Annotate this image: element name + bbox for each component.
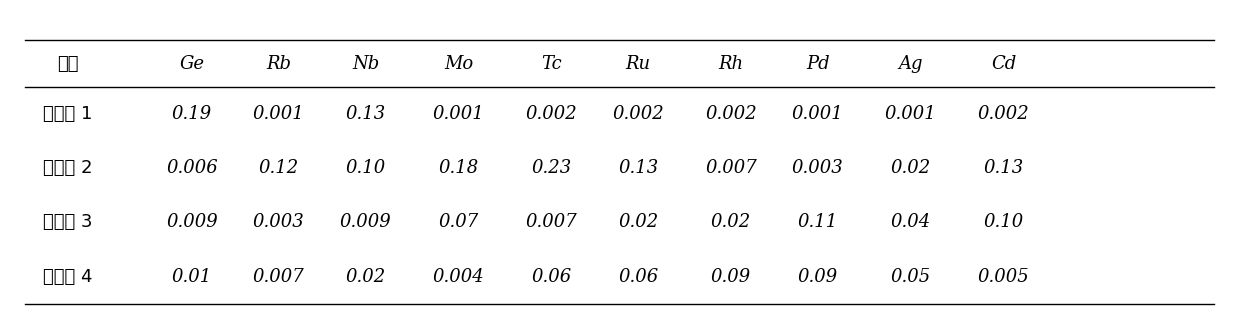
- Text: 0.18: 0.18: [439, 159, 478, 177]
- Text: 0.04: 0.04: [891, 213, 930, 232]
- Text: Nb: Nb: [352, 55, 379, 73]
- Text: 0.007: 0.007: [705, 159, 757, 177]
- Text: 0.009: 0.009: [339, 213, 392, 232]
- Text: 0.10: 0.10: [984, 213, 1023, 232]
- Text: 0.002: 0.002: [612, 105, 664, 123]
- Text: 0.13: 0.13: [618, 159, 658, 177]
- Text: 实施例 3: 实施例 3: [43, 213, 93, 232]
- Text: Tc: Tc: [541, 55, 561, 73]
- Text: Rh: Rh: [719, 55, 743, 73]
- Text: 实施例 1: 实施例 1: [43, 105, 93, 123]
- Text: 0.10: 0.10: [346, 159, 385, 177]
- Text: 0.19: 0.19: [172, 105, 212, 123]
- Text: 0.13: 0.13: [984, 159, 1023, 177]
- Text: 0.01: 0.01: [172, 268, 212, 286]
- Text: 0.002: 0.002: [525, 105, 577, 123]
- Text: 0.07: 0.07: [439, 213, 478, 232]
- Text: 0.007: 0.007: [525, 213, 577, 232]
- Text: Pd: Pd: [805, 55, 830, 73]
- Text: 0.003: 0.003: [792, 159, 844, 177]
- Text: 0.23: 0.23: [532, 159, 571, 177]
- Text: 实施例 2: 实施例 2: [43, 159, 93, 177]
- Text: 0.001: 0.001: [432, 105, 484, 123]
- Text: 0.06: 0.06: [618, 268, 658, 286]
- Text: Rb: Rb: [266, 55, 291, 73]
- Text: 0.09: 0.09: [711, 268, 751, 286]
- Text: 0.13: 0.13: [346, 105, 385, 123]
- Text: 0.02: 0.02: [618, 213, 658, 232]
- Text: 0.001: 0.001: [253, 105, 305, 123]
- Text: 实施例 4: 实施例 4: [43, 268, 93, 286]
- Text: 0.11: 0.11: [798, 213, 838, 232]
- Text: Cd: Cd: [991, 55, 1016, 73]
- Text: Ag: Ag: [898, 55, 923, 73]
- Text: 0.005: 0.005: [978, 268, 1030, 286]
- Text: Ge: Ge: [180, 55, 204, 73]
- Text: 0.02: 0.02: [891, 159, 930, 177]
- Text: 0.09: 0.09: [798, 268, 838, 286]
- Text: 0.02: 0.02: [711, 213, 751, 232]
- Text: 0.007: 0.007: [253, 268, 305, 286]
- Text: 0.001: 0.001: [792, 105, 844, 123]
- Text: 0.002: 0.002: [705, 105, 757, 123]
- Text: 0.001: 0.001: [885, 105, 937, 123]
- Text: 0.05: 0.05: [891, 268, 930, 286]
- Text: 0.002: 0.002: [978, 105, 1030, 123]
- Text: 0.003: 0.003: [253, 213, 305, 232]
- Text: Mo: Mo: [444, 55, 473, 73]
- Text: 组别: 组别: [57, 55, 79, 73]
- Text: Ru: Ru: [626, 55, 650, 73]
- Text: 0.02: 0.02: [346, 268, 385, 286]
- Text: 0.009: 0.009: [166, 213, 218, 232]
- Text: 0.006: 0.006: [166, 159, 218, 177]
- Text: 0.004: 0.004: [432, 268, 484, 286]
- Text: 0.06: 0.06: [532, 268, 571, 286]
- Text: 0.12: 0.12: [259, 159, 299, 177]
